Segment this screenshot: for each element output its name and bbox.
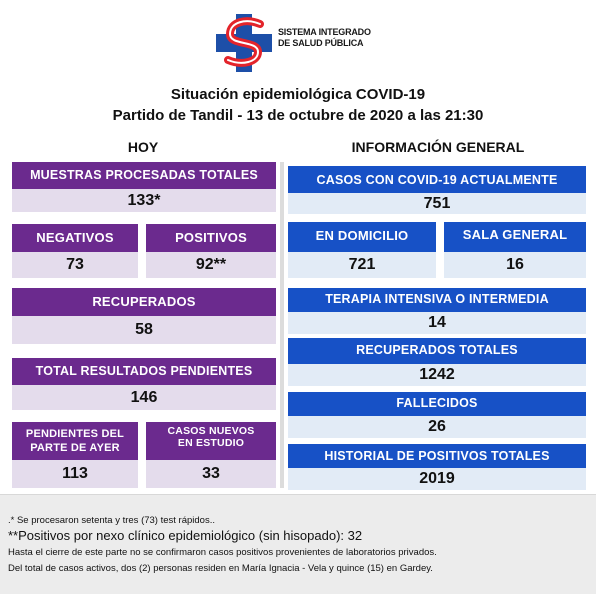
sisp-logo-icon xyxy=(216,14,272,72)
casos-nuevos-label: CASOS NUEVOS EN ESTUDIO xyxy=(146,422,276,460)
recuperados-value: 58 xyxy=(12,316,276,344)
footer-notes: .* Se procesaron setenta y tres (73) tes… xyxy=(0,494,596,594)
recuperados-label: RECUPERADOS xyxy=(12,288,276,316)
sala-label: SALA GENERAL xyxy=(444,222,586,252)
casos-nuevos-card: CASOS NUEVOS EN ESTUDIO 33 xyxy=(146,422,276,488)
page-title: Situación epidemiológica COVID-19 xyxy=(170,86,426,103)
page-subtitle: Partido de Tandil - 13 de octubre de 202… xyxy=(112,107,484,124)
footer-note-nexo-clinico: **Positivos por nexo clínico epidemiológ… xyxy=(8,528,363,543)
historial-label: HISTORIAL DE POSITIVOS TOTALES xyxy=(288,444,586,468)
muestras-value: 133* xyxy=(12,189,276,212)
general-heading: INFORMACIÓN GENERAL xyxy=(351,139,525,155)
domicilio-card: EN DOMICILIO 721 xyxy=(288,222,436,278)
logo-text-line1: SISTEMA INTEGRADO xyxy=(278,27,371,37)
fallecidos-value: 26 xyxy=(288,416,586,438)
pendientes-ayer-value: 113 xyxy=(12,460,138,488)
logo-text-line2: DE SALUD PÚBLICA xyxy=(278,38,364,48)
activos-value: 751 xyxy=(288,193,586,214)
logo-text: SISTEMA INTEGRADO DE SALUD PÚBLICA xyxy=(278,27,408,49)
footer-note-residence: Del total de casos activos, dos (2) pers… xyxy=(8,563,433,574)
terapia-label: TERAPIA INTENSIVA O INTERMEDIA xyxy=(288,288,586,312)
pendientes-ayer-label-line2: PARTE DE AYER xyxy=(30,442,120,454)
recuperados-totales-card: RECUPERADOS TOTALES 1242 xyxy=(288,338,586,386)
historial-value: 2019 xyxy=(288,468,586,490)
fallecidos-card: FALLECIDOS 26 xyxy=(288,392,586,438)
muestras-label: MUESTRAS PROCESADAS TOTALES xyxy=(12,162,276,189)
recuperados-totales-label: RECUPERADOS TOTALES xyxy=(288,338,586,364)
casos-nuevos-value: 33 xyxy=(146,460,276,488)
hoy-heading: HOY xyxy=(127,139,159,155)
sala-value: 16 xyxy=(444,252,586,278)
positivos-card: POSITIVOS 92** xyxy=(146,224,276,278)
terapia-card: TERAPIA INTENSIVA O INTERMEDIA 14 xyxy=(288,288,586,334)
positivos-label: POSITIVOS xyxy=(146,224,276,252)
positivos-value: 92** xyxy=(146,252,276,278)
footer-note-private-labs: Hasta el cierre de este parte no se conf… xyxy=(8,547,437,558)
recuperados-totales-value: 1242 xyxy=(288,364,586,386)
activos-label: CASOS CON COVID-19 ACTUALMENTE xyxy=(288,166,586,193)
pendientes-ayer-label-line1: PENDIENTES DEL xyxy=(25,428,125,440)
historial-card: HISTORIAL DE POSITIVOS TOTALES 2019 xyxy=(288,444,586,490)
pendientes-total-value: 146 xyxy=(12,385,276,410)
sala-card: SALA GENERAL 16 xyxy=(444,222,586,278)
footer-note-rapid-tests: .* Se procesaron setenta y tres (73) tes… xyxy=(8,515,215,526)
recuperados-card: RECUPERADOS 58 xyxy=(12,288,276,344)
pendientes-ayer-label: PENDIENTES DEL PARTE DE AYER xyxy=(12,422,138,460)
activos-card: CASOS CON COVID-19 ACTUALMENTE 751 xyxy=(288,166,586,214)
terapia-value: 14 xyxy=(288,312,586,334)
pendientes-total-label: TOTAL RESULTADOS PENDIENTES xyxy=(12,358,276,385)
negativos-value: 73 xyxy=(12,252,138,278)
domicilio-value: 721 xyxy=(288,252,436,278)
pendientes-total-card: TOTAL RESULTADOS PENDIENTES 146 xyxy=(12,358,276,410)
pendientes-ayer-card: PENDIENTES DEL PARTE DE AYER 113 xyxy=(12,422,138,488)
negativos-card: NEGATIVOS 73 xyxy=(12,224,138,278)
fallecidos-label: FALLECIDOS xyxy=(288,392,586,416)
casos-nuevos-label-line1: CASOS NUEVOS xyxy=(167,425,255,437)
negativos-label: NEGATIVOS xyxy=(12,224,138,252)
domicilio-label: EN DOMICILIO xyxy=(288,222,436,252)
muestras-card: MUESTRAS PROCESADAS TOTALES 133* xyxy=(12,162,276,212)
casos-nuevos-label-line2: EN ESTUDIO xyxy=(177,437,245,449)
column-divider xyxy=(280,162,284,488)
